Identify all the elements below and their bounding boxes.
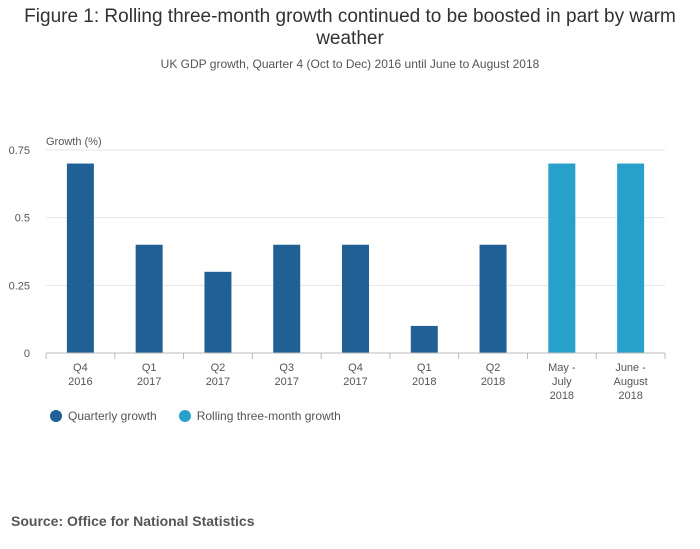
x-tick-labels: Q4 2016 Q1 2017 Q2 2017 Q3 2017 Q4 2017 Q1 2018 Q2 20…: [68, 362, 648, 402]
bar[interactable]: [342, 244, 369, 353]
bars: [66, 163, 645, 353]
x-tick-label: May -July 2018: [548, 362, 576, 402]
bar[interactable]: [479, 244, 507, 353]
x-tick-label: Q4 2017: [343, 362, 367, 388]
bar[interactable]: [548, 163, 576, 353]
x-tick-label: Q3 2017: [274, 362, 298, 388]
legend: Quarterly growth Rolling three-month gro…: [50, 409, 363, 423]
y-tick-label: 0.75: [9, 145, 30, 157]
x-tick-label: Q2 2017: [206, 362, 230, 388]
bar[interactable]: [135, 244, 163, 353]
legend-swatch-quarterly: [50, 410, 62, 422]
bar[interactable]: [66, 163, 94, 353]
bar[interactable]: [204, 271, 232, 353]
y-tick-labels: 0 0.25 0.5 0.75: [9, 145, 30, 360]
legend-label-rolling: Rolling three-month growth: [196, 409, 341, 423]
bar[interactable]: [410, 325, 438, 353]
bar[interactable]: [273, 244, 301, 353]
bar[interactable]: [617, 163, 645, 353]
y-tick-label: 0.5: [15, 213, 30, 225]
x-tick-label: Q2 2018: [481, 362, 505, 388]
y-tick-label: 0: [24, 348, 30, 360]
y-axis-label: Growth (%): [46, 136, 102, 148]
chart-subtitle: UK GDP growth, Quarter 4 (Oct to Dec) 20…: [160, 57, 540, 71]
legend-swatch-rolling: [178, 410, 191, 422]
x-tick-label: June -August 2018: [613, 362, 647, 402]
legend-item-rolling[interactable]: Rolling three-month growth: [178, 409, 341, 423]
legend-label-quarterly: Quarterly growth: [68, 409, 157, 423]
x-axis: [45, 352, 666, 359]
x-tick-label: Q1 2017: [137, 362, 161, 388]
legend-item-quarterly[interactable]: Quarterly growth: [50, 409, 157, 423]
x-tick-label: Q1 2018: [412, 362, 436, 388]
y-tick-label: 0.25: [9, 280, 30, 292]
chart-title: Figure 1: Rolling three-month growth con…: [24, 6, 676, 49]
x-tick-label: Q4 2016: [68, 362, 92, 388]
source-note: Source: Office for National Statistics: [11, 513, 255, 529]
